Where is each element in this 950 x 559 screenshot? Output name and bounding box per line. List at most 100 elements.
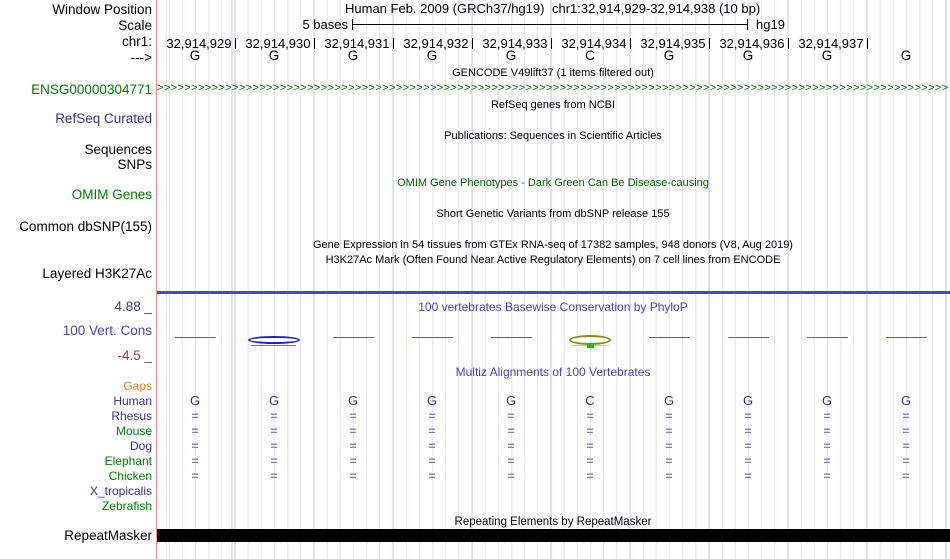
alignment-match: = bbox=[665, 424, 673, 438]
track-title-multiz[interactable]: Multiz Alignments of 100 Vertebrates bbox=[455, 365, 651, 379]
species-label-x-tropicalis[interactable]: X_tropicalis bbox=[89, 484, 152, 498]
scale-label: Scale bbox=[118, 18, 152, 33]
alignment-match: = bbox=[270, 469, 278, 483]
conservation-bar[interactable] bbox=[411, 337, 453, 338]
alignment-match: = bbox=[586, 439, 594, 453]
alignment-match: = bbox=[270, 439, 278, 453]
alignment-match: = bbox=[507, 439, 515, 453]
track-label-layered-h3k27ac[interactable]: Layered H3K27Ac bbox=[42, 266, 152, 281]
track-title-gtex[interactable]: Gene Expression in 54 tissues from GTEx … bbox=[313, 239, 793, 251]
conservation-peak-blue[interactable] bbox=[248, 336, 300, 344]
conservation-bar[interactable] bbox=[174, 337, 216, 338]
conservation-bar[interactable] bbox=[648, 337, 690, 338]
track-label-common-dbsnp[interactable]: Common dbSNP(155) bbox=[19, 219, 152, 234]
alignment-base: C bbox=[585, 393, 595, 408]
left-boundary-guideline bbox=[156, 0, 157, 559]
alignment-base: G bbox=[821, 393, 833, 408]
species-label-rhesus[interactable]: Rhesus bbox=[111, 409, 152, 423]
species-label-elephant[interactable]: Elephant bbox=[104, 454, 152, 468]
track-label-repeatmasker[interactable]: RepeatMasker bbox=[64, 528, 152, 543]
conservation-bar[interactable] bbox=[332, 337, 374, 338]
conservation-bar[interactable] bbox=[727, 337, 769, 338]
alignment-match: = bbox=[270, 454, 278, 468]
base-letter: G bbox=[347, 48, 359, 63]
species-label-chicken[interactable]: Chicken bbox=[108, 469, 152, 483]
h3k27ac-signal-line[interactable] bbox=[157, 291, 950, 294]
alignment-match: = bbox=[586, 469, 594, 483]
alignment-match: = bbox=[823, 424, 831, 438]
alignment-match: = bbox=[823, 439, 831, 453]
alignment-match: = bbox=[665, 409, 673, 423]
alignment-match: = bbox=[665, 454, 673, 468]
repeatmasker-bar[interactable] bbox=[157, 529, 950, 542]
alignment-match: = bbox=[270, 424, 278, 438]
species-label-mouse[interactable]: Mouse bbox=[115, 424, 152, 438]
alignment-match: = bbox=[586, 409, 594, 423]
alignment-base: G bbox=[505, 393, 517, 408]
track-label-snps[interactable]: SNPs bbox=[117, 157, 152, 172]
alignment-match: = bbox=[823, 409, 831, 423]
track-title-omim[interactable]: OMIM Gene Phenotypes - Dark Green Can Be… bbox=[397, 177, 709, 189]
alignment-match: = bbox=[191, 424, 199, 438]
window-position-label: Window Position bbox=[52, 2, 152, 17]
ruler-tick bbox=[392, 38, 394, 49]
base-letter: G bbox=[821, 48, 833, 63]
track-label-100-vert-cons[interactable]: 100 Vert. Cons bbox=[62, 323, 152, 338]
alignment-match: = bbox=[902, 469, 910, 483]
species-label-human[interactable]: Human bbox=[113, 394, 152, 408]
alignment-match: = bbox=[191, 409, 199, 423]
alignment-match: = bbox=[507, 409, 515, 423]
ruler-tick bbox=[629, 38, 631, 49]
conservation-bar[interactable] bbox=[885, 337, 927, 338]
alignment-match: = bbox=[823, 454, 831, 468]
gene-structure-line[interactable]: >>>>>>>>>>>>>>>>>>>>>>>>>>>>>>>>>>>>>>>>… bbox=[157, 82, 949, 94]
alignment-match: = bbox=[349, 469, 357, 483]
track-title-phylop[interactable]: 100 vertebrates Basewise Conservation by… bbox=[418, 300, 688, 314]
track-label-sequences[interactable]: Sequences bbox=[84, 142, 152, 157]
ruler-number: 32,914,935 bbox=[640, 36, 706, 51]
species-label-zebrafish[interactable]: Zebrafish bbox=[101, 499, 152, 513]
track-title-gencode[interactable]: GENCODE V49lift37 (1 items filtered out) bbox=[452, 67, 654, 79]
alignment-match: = bbox=[349, 454, 357, 468]
ruler-tick bbox=[866, 38, 868, 49]
alignment-match: = bbox=[823, 469, 831, 483]
alignment-base: G bbox=[268, 393, 280, 408]
species-label-gaps[interactable]: Gaps bbox=[123, 379, 152, 393]
ruler-tick bbox=[787, 38, 789, 49]
alignment-match: = bbox=[349, 439, 357, 453]
alignment-base: G bbox=[900, 393, 912, 408]
assembly-short-label: hg19 bbox=[756, 17, 785, 32]
alignment-base: G bbox=[189, 393, 201, 408]
base-letter: G bbox=[189, 48, 201, 63]
conservation-bar[interactable] bbox=[490, 337, 532, 338]
track-title-h3k27ac[interactable]: H3K27Ac Mark (Often Found Near Active Re… bbox=[325, 254, 781, 266]
track-title-publications[interactable]: Publications: Sequences in Scientific Ar… bbox=[444, 130, 662, 142]
ruler-tick bbox=[708, 38, 710, 49]
base-letter: G bbox=[426, 48, 438, 63]
conservation-bar[interactable] bbox=[806, 337, 848, 338]
scale-bar-left-tick bbox=[352, 19, 353, 30]
scale-bar bbox=[352, 24, 747, 25]
track-title-dbsnp[interactable]: Short Genetic Variants from dbSNP releas… bbox=[436, 208, 670, 220]
ruler-tick bbox=[234, 38, 236, 49]
grid-guidelines bbox=[157, 0, 950, 559]
alignment-base: G bbox=[663, 393, 675, 408]
alignment-match: = bbox=[586, 424, 594, 438]
track-label-refseq-curated[interactable]: RefSeq Curated bbox=[55, 111, 152, 126]
alignment-match: = bbox=[428, 424, 436, 438]
ruler-number: 32,914,933 bbox=[482, 36, 548, 51]
alignment-match: = bbox=[349, 409, 357, 423]
track-title-refseq[interactable]: RefSeq genes from NCBI bbox=[490, 99, 616, 111]
conservation-peak-green-square bbox=[586, 343, 594, 348]
alignment-match: = bbox=[744, 469, 752, 483]
track-label-gene-id[interactable]: ENSG00000304771 bbox=[31, 82, 152, 97]
alignment-base: G bbox=[742, 393, 754, 408]
ruler-tick bbox=[471, 38, 473, 49]
alignment-match: = bbox=[507, 469, 515, 483]
track-label-omim-genes[interactable]: OMIM Genes bbox=[71, 187, 152, 202]
species-label-dog[interactable]: Dog bbox=[129, 439, 152, 453]
alignment-match: = bbox=[665, 469, 673, 483]
track-title-repeatmasker[interactable]: Repeating Elements by RepeatMasker bbox=[454, 516, 652, 528]
alignment-match: = bbox=[428, 409, 436, 423]
